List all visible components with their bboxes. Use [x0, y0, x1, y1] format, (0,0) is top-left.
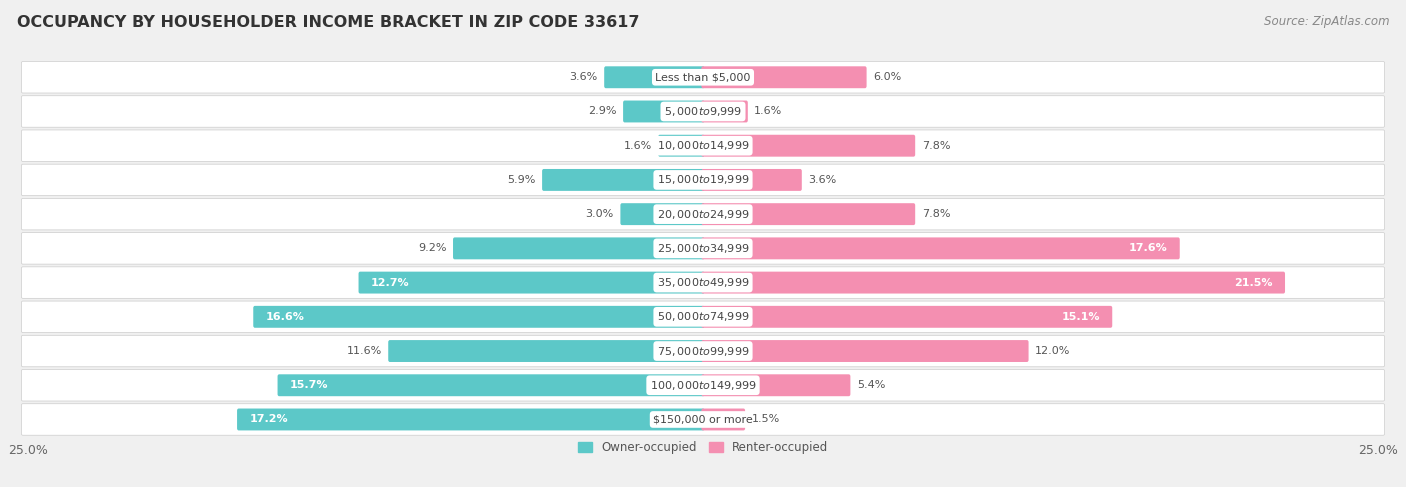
FancyBboxPatch shape: [702, 135, 915, 157]
Text: $15,000 to $19,999: $15,000 to $19,999: [657, 173, 749, 187]
FancyBboxPatch shape: [702, 375, 851, 396]
Text: 21.5%: 21.5%: [1234, 278, 1272, 288]
FancyBboxPatch shape: [702, 100, 748, 122]
Text: 12.0%: 12.0%: [1035, 346, 1070, 356]
FancyBboxPatch shape: [21, 130, 1385, 162]
Text: $150,000 or more: $150,000 or more: [654, 414, 752, 425]
Text: 1.5%: 1.5%: [752, 414, 780, 425]
FancyBboxPatch shape: [453, 238, 704, 259]
FancyBboxPatch shape: [21, 198, 1385, 230]
Text: 6.0%: 6.0%: [873, 72, 901, 82]
Text: OCCUPANCY BY HOUSEHOLDER INCOME BRACKET IN ZIP CODE 33617: OCCUPANCY BY HOUSEHOLDER INCOME BRACKET …: [17, 15, 640, 30]
FancyBboxPatch shape: [605, 66, 704, 88]
Text: 2.9%: 2.9%: [588, 107, 617, 116]
FancyBboxPatch shape: [702, 409, 745, 431]
Legend: Owner-occupied, Renter-occupied: Owner-occupied, Renter-occupied: [572, 436, 834, 459]
Text: 7.8%: 7.8%: [922, 209, 950, 219]
Text: 3.0%: 3.0%: [586, 209, 614, 219]
Text: 3.6%: 3.6%: [808, 175, 837, 185]
Text: $50,000 to $74,999: $50,000 to $74,999: [657, 310, 749, 323]
Text: 15.7%: 15.7%: [290, 380, 329, 390]
Text: 12.7%: 12.7%: [371, 278, 409, 288]
FancyBboxPatch shape: [702, 306, 1112, 328]
FancyBboxPatch shape: [21, 267, 1385, 299]
Text: $25,000 to $34,999: $25,000 to $34,999: [657, 242, 749, 255]
FancyBboxPatch shape: [253, 306, 704, 328]
FancyBboxPatch shape: [388, 340, 704, 362]
FancyBboxPatch shape: [623, 100, 704, 122]
FancyBboxPatch shape: [21, 404, 1385, 435]
FancyBboxPatch shape: [702, 66, 866, 88]
Text: 17.2%: 17.2%: [249, 414, 288, 425]
FancyBboxPatch shape: [21, 335, 1385, 367]
FancyBboxPatch shape: [702, 169, 801, 191]
FancyBboxPatch shape: [21, 61, 1385, 93]
Text: 1.6%: 1.6%: [623, 141, 652, 150]
FancyBboxPatch shape: [277, 375, 704, 396]
Text: $35,000 to $49,999: $35,000 to $49,999: [657, 276, 749, 289]
FancyBboxPatch shape: [21, 164, 1385, 196]
FancyBboxPatch shape: [702, 272, 1285, 294]
FancyBboxPatch shape: [238, 409, 704, 431]
Text: 5.4%: 5.4%: [856, 380, 886, 390]
Text: 16.6%: 16.6%: [266, 312, 305, 322]
Text: 7.8%: 7.8%: [922, 141, 950, 150]
Text: 15.1%: 15.1%: [1062, 312, 1099, 322]
FancyBboxPatch shape: [21, 370, 1385, 401]
FancyBboxPatch shape: [543, 169, 704, 191]
FancyBboxPatch shape: [620, 203, 704, 225]
Text: 5.9%: 5.9%: [508, 175, 536, 185]
Text: $5,000 to $9,999: $5,000 to $9,999: [664, 105, 742, 118]
FancyBboxPatch shape: [21, 233, 1385, 264]
FancyBboxPatch shape: [702, 340, 1029, 362]
Text: 3.6%: 3.6%: [569, 72, 598, 82]
Text: 1.6%: 1.6%: [754, 107, 783, 116]
Text: 11.6%: 11.6%: [346, 346, 382, 356]
Text: 17.6%: 17.6%: [1129, 244, 1167, 253]
FancyBboxPatch shape: [21, 96, 1385, 127]
Text: Source: ZipAtlas.com: Source: ZipAtlas.com: [1264, 15, 1389, 28]
FancyBboxPatch shape: [658, 135, 704, 157]
Text: $10,000 to $14,999: $10,000 to $14,999: [657, 139, 749, 152]
Text: Less than $5,000: Less than $5,000: [655, 72, 751, 82]
FancyBboxPatch shape: [702, 203, 915, 225]
FancyBboxPatch shape: [21, 301, 1385, 333]
Text: 9.2%: 9.2%: [418, 244, 447, 253]
Text: $100,000 to $149,999: $100,000 to $149,999: [650, 379, 756, 392]
FancyBboxPatch shape: [702, 238, 1180, 259]
FancyBboxPatch shape: [359, 272, 704, 294]
Text: $20,000 to $24,999: $20,000 to $24,999: [657, 207, 749, 221]
Text: $75,000 to $99,999: $75,000 to $99,999: [657, 344, 749, 357]
